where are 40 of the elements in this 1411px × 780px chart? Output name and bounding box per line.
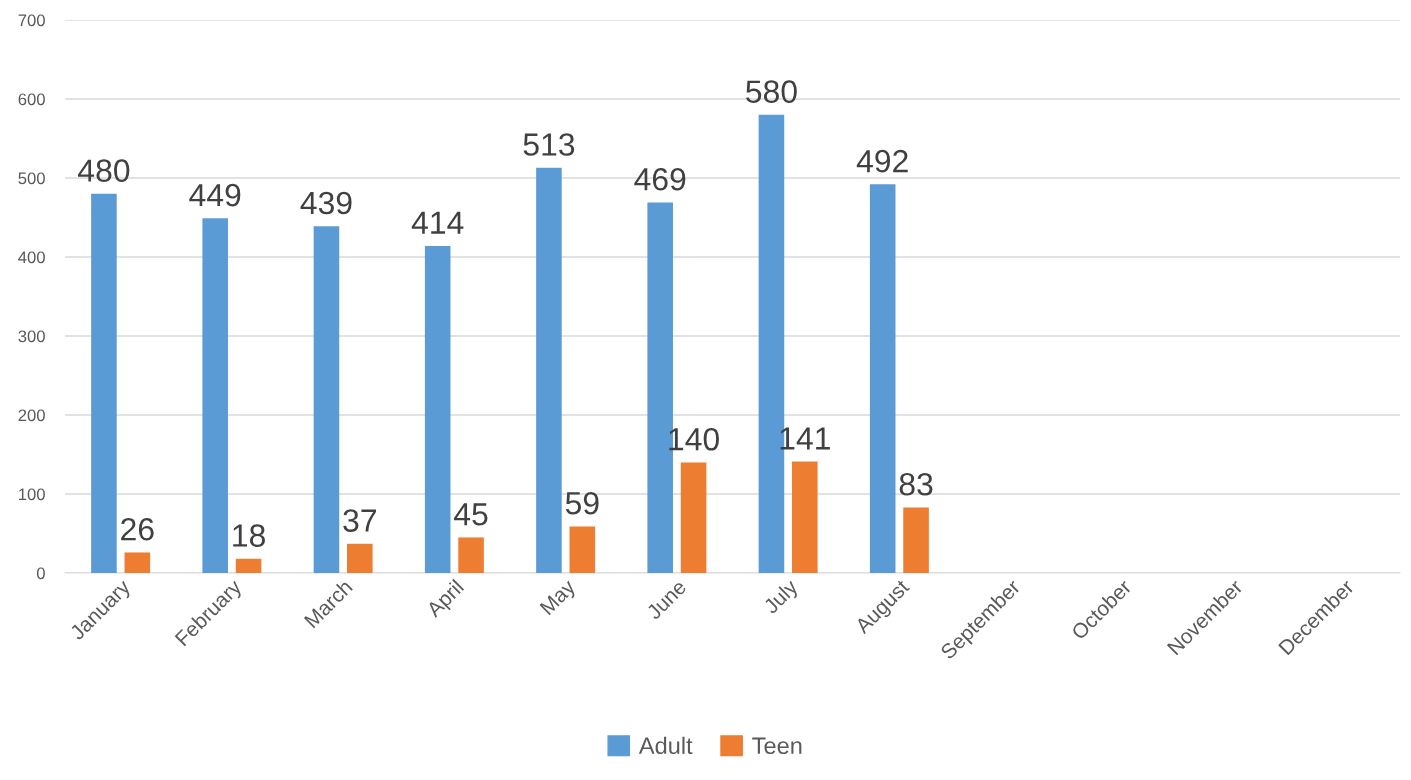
data-label: 449 bbox=[189, 183, 241, 207]
data-label: 83 bbox=[899, 472, 933, 496]
data-label: 414 bbox=[411, 211, 464, 234]
bar bbox=[424, 245, 451, 573]
x-tick-label: May bbox=[539, 578, 580, 619]
y-tick-label: 100 bbox=[19, 488, 45, 501]
y-tick-label: 600 bbox=[18, 93, 45, 106]
bar bbox=[91, 193, 117, 573]
bar bbox=[347, 543, 373, 573]
data-label: 492 bbox=[856, 149, 908, 173]
y-tick-label: 200 bbox=[18, 409, 45, 422]
bar bbox=[792, 461, 818, 573]
bar bbox=[869, 184, 896, 573]
y-tick-label: 400 bbox=[18, 251, 45, 264]
legend-label: Adult bbox=[638, 736, 693, 755]
data-label: 439 bbox=[300, 191, 352, 215]
data-label: 513 bbox=[523, 133, 575, 156]
y-tick-label: 500 bbox=[18, 172, 45, 185]
y-tick-label: 0 bbox=[36, 567, 45, 580]
bar bbox=[313, 226, 340, 573]
data-label: 45 bbox=[454, 503, 488, 526]
data-label: 59 bbox=[565, 491, 599, 515]
bar bbox=[458, 537, 484, 573]
data-label: 37 bbox=[343, 509, 376, 532]
data-label: 26 bbox=[121, 517, 154, 541]
data-label: 480 bbox=[78, 159, 130, 182]
bar bbox=[903, 507, 929, 573]
data-label: 18 bbox=[233, 524, 265, 547]
data-label: 469 bbox=[634, 168, 686, 191]
y-tick-label: 300 bbox=[18, 330, 45, 343]
data-label: 580 bbox=[746, 80, 797, 103]
bar bbox=[536, 167, 562, 573]
bar bbox=[569, 526, 596, 573]
x-tick-label: July bbox=[762, 577, 802, 618]
legend-label: Teen bbox=[752, 737, 802, 755]
y-tick-label: 700 bbox=[18, 14, 45, 27]
bar bbox=[235, 558, 262, 573]
bar bbox=[680, 462, 707, 573]
bar bbox=[124, 552, 151, 573]
bar bbox=[202, 218, 228, 573]
